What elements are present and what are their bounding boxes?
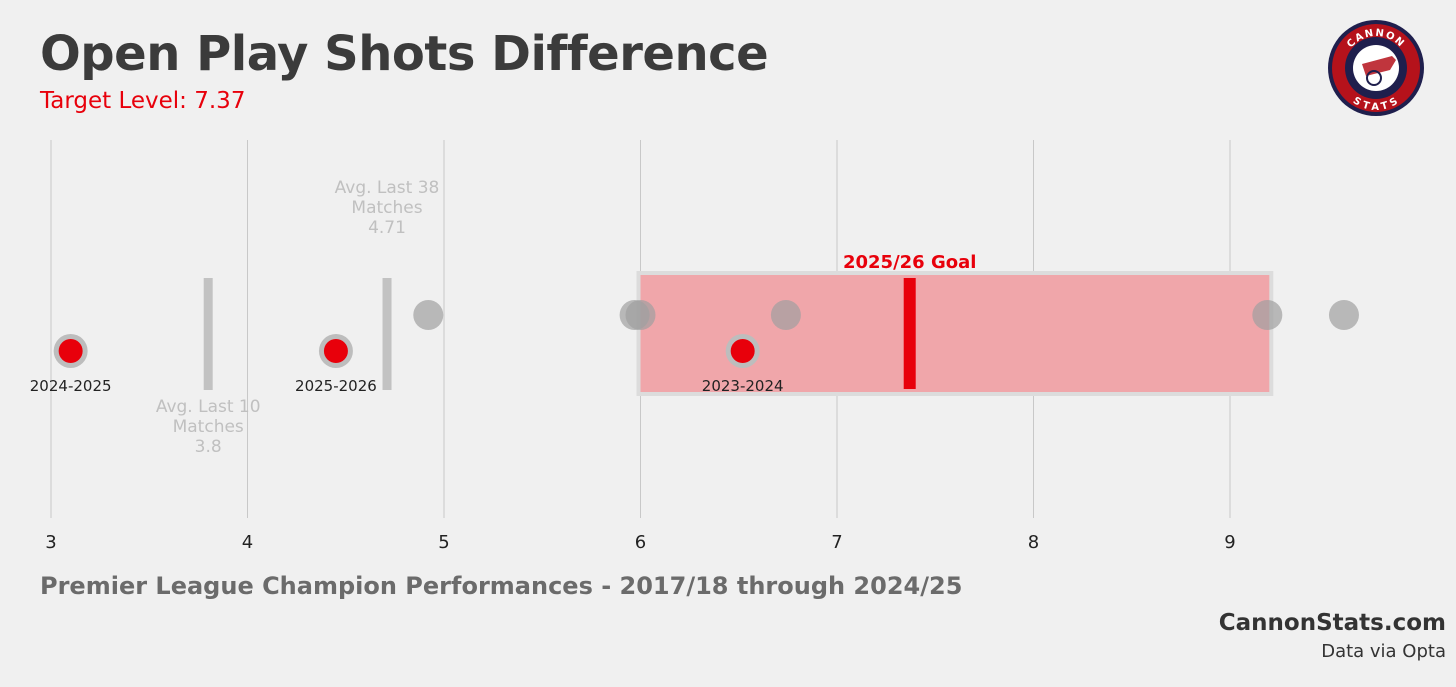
x-tick-label: 4 <box>242 532 253 553</box>
brand-link[interactable]: CannonStats.com <box>1218 610 1446 636</box>
highlight-point <box>58 339 83 363</box>
goal-band <box>640 275 1270 392</box>
goal-label: 2025/26 Goal <box>843 252 976 273</box>
highlight-point <box>323 339 348 363</box>
highlight-point-label: 2023-2024 <box>702 377 784 395</box>
average-line <box>382 278 392 390</box>
highlight-points: 2024-2025 2025-2026 2023-2024 <box>30 334 784 395</box>
average-label: Avg. Last 38 <box>335 178 440 198</box>
x-tick-label: 9 <box>1224 532 1235 553</box>
highlight-point-label: 2024-2025 <box>30 377 112 395</box>
x-axis-ticks: 3 4 5 6 7 8 9 <box>45 532 1235 553</box>
x-tick-label: 6 <box>635 532 646 553</box>
average-label: Matches <box>173 417 244 437</box>
average-label: Matches <box>351 198 422 218</box>
average-line <box>203 278 213 390</box>
average-label: Avg. Last 10 <box>156 397 261 417</box>
average-value-label: 3.8 <box>195 437 222 457</box>
champion-points <box>413 300 1359 330</box>
champion-point <box>1252 300 1283 330</box>
cannonstats-logo: CANNON STATS <box>1328 20 1424 116</box>
target-level-subtitle: Target Level: 7.37 <box>40 88 246 114</box>
x-tick-label: 7 <box>831 532 842 553</box>
footer-caption: Premier League Champion Performances - 2… <box>40 572 963 600</box>
highlight-point-label: 2025-2026 <box>295 377 377 395</box>
champion-point <box>770 300 801 330</box>
champion-point <box>1328 300 1359 330</box>
highlight-point <box>730 339 755 363</box>
average-value-label: 4.71 <box>368 218 406 238</box>
champion-point <box>625 300 656 330</box>
data-source: Data via Opta <box>1321 641 1446 662</box>
chart-title: Open Play Shots Difference <box>40 26 769 82</box>
champion-point <box>413 300 444 330</box>
x-tick-label: 5 <box>438 532 449 553</box>
goal-band-layer: 2025/26 Goal <box>636 252 1274 396</box>
x-tick-label: 8 <box>1028 532 1039 553</box>
chart: 2025/26 Goal Avg. Last 10Matches3.8Avg. … <box>30 140 1359 553</box>
cannon-icon <box>1362 56 1396 86</box>
x-tick-label: 3 <box>45 532 56 553</box>
goal-marker <box>903 278 916 389</box>
